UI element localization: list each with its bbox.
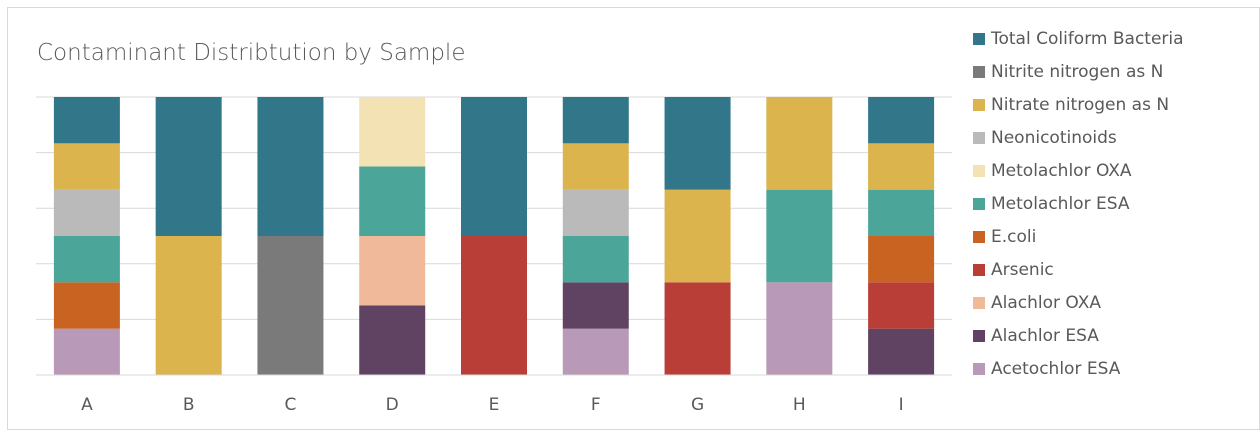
bar-segment-h-8	[766, 97, 833, 190]
bar-segment-i-10	[868, 97, 935, 144]
legend-item: Total Coliform Bacteria	[973, 22, 1258, 55]
legend-swatch	[973, 296, 985, 309]
bar-segment-h-5	[766, 189, 833, 283]
legend-label: Arsenic	[991, 259, 1054, 280]
legend-label: Alachlor ESA	[991, 325, 1099, 346]
x-tick-label: C	[285, 395, 297, 415]
bar-segment-a-7	[53, 189, 120, 236]
bar-segment-c-10	[257, 97, 324, 236]
bar-segment-b-10	[155, 97, 222, 236]
bar-segment-i-5	[868, 189, 935, 236]
legend-label: Alachlor OXA	[991, 292, 1101, 313]
bar-segment-i-8	[868, 143, 935, 190]
bar-segment-e-3	[461, 236, 527, 375]
legend-swatch	[973, 230, 985, 243]
bar-segment-d-6	[359, 97, 426, 167]
bar-segment-g-3	[664, 282, 731, 375]
legend-label: E.coli	[991, 226, 1037, 247]
bar-segment-d-1	[359, 305, 426, 375]
legend-item: Acetochlor ESA	[973, 352, 1258, 385]
x-tick-label: A	[81, 395, 93, 415]
legend-swatch	[973, 164, 985, 177]
legend-swatch	[973, 362, 985, 375]
legend-swatch	[973, 131, 985, 144]
legend-label: Acetochlor ESA	[991, 358, 1121, 379]
legend-label: Nitrite nitrogen as N	[991, 61, 1164, 82]
legend-swatch	[973, 98, 985, 111]
chart-title: Contaminant Distribtution by Sample	[37, 40, 466, 66]
bar-segment-h-0	[766, 282, 833, 375]
bar-segment-f-7	[562, 189, 629, 236]
bar-segment-a-5	[53, 236, 120, 283]
legend-swatch	[973, 329, 985, 342]
bar-segment-f-0	[562, 328, 629, 375]
legend-label: Metolachlor ESA	[991, 193, 1130, 214]
legend-item: Alachlor OXA	[973, 286, 1258, 319]
x-tick-label: G	[691, 395, 704, 415]
legend-item: Nitrite nitrogen as N	[973, 55, 1258, 88]
legend-item: E.coli	[973, 220, 1258, 253]
bar-segment-c-9	[257, 236, 324, 375]
legend-item: Metolachlor OXA	[973, 154, 1258, 187]
legend-swatch	[973, 65, 985, 78]
bar-segment-f-5	[562, 236, 629, 283]
legend-item: Arsenic	[973, 253, 1258, 286]
legend-item: Metolachlor ESA	[973, 187, 1258, 220]
legend-swatch	[973, 32, 985, 45]
bar-segment-d-2	[359, 236, 426, 306]
bar-segment-g-10	[664, 97, 731, 190]
legend-item: Nitrate nitrogen as N	[973, 88, 1258, 121]
x-tick-label: E	[489, 395, 500, 415]
legend-label: Total Coliform Bacteria	[991, 28, 1184, 49]
bar-segment-i-3	[868, 282, 935, 329]
x-tick-label: F	[591, 395, 601, 415]
bar-segment-a-0	[53, 328, 120, 375]
bar-segment-a-8	[53, 143, 120, 190]
legend-item: Alachlor ESA	[973, 319, 1258, 352]
x-tick-label: B	[183, 395, 195, 415]
bar-segment-g-8	[664, 189, 731, 283]
bar-segment-f-10	[562, 97, 629, 144]
bar-segment-f-1	[562, 282, 629, 329]
legend: Total Coliform Bacteria Nitrite nitrogen …	[973, 22, 1258, 385]
bar-segment-f-8	[562, 143, 629, 190]
bar-segment-d-5	[359, 166, 426, 236]
bar-segment-a-4	[53, 282, 120, 329]
bar-segment-b-8	[155, 236, 222, 375]
bar-segment-e-10	[461, 97, 527, 236]
x-tick-label: D	[386, 395, 399, 415]
legend-label: Metolachlor OXA	[991, 160, 1132, 181]
legend-item: Neonicotinoids	[973, 121, 1258, 154]
legend-label: Nitrate nitrogen as N	[991, 94, 1170, 115]
bar-segment-i-4	[868, 236, 935, 283]
legend-swatch	[973, 197, 985, 210]
legend-swatch	[973, 263, 985, 276]
bar-segment-i-1	[868, 328, 935, 375]
legend-label: Neonicotinoids	[991, 127, 1117, 148]
x-tick-label: H	[793, 395, 806, 415]
bar-segment-a-10	[53, 97, 120, 144]
x-tick-label: I	[899, 395, 904, 415]
